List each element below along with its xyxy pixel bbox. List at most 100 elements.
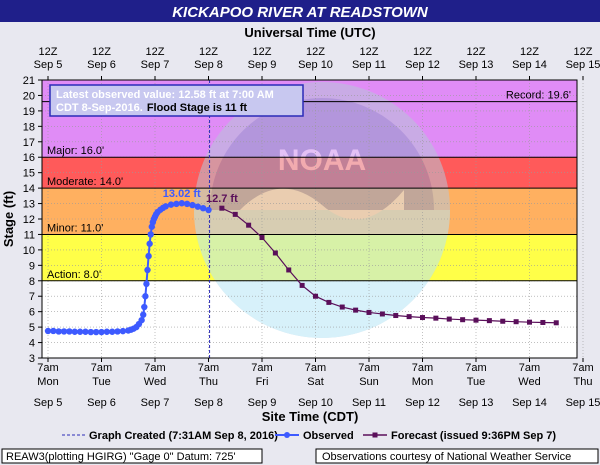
bottom-tick-label-date: Sep 5	[34, 397, 63, 409]
top-tick-label-time: 12Z	[467, 46, 486, 58]
observed-point	[189, 201, 196, 209]
observed-point	[66, 328, 73, 335]
bottom-tick-label-day: Sat	[307, 376, 324, 388]
observed-point	[119, 327, 127, 335]
footer-courtesy: Observations courtesy of National Weathe…	[322, 451, 571, 463]
y-tick-label: 5	[29, 322, 35, 334]
observed-point	[144, 266, 151, 274]
forecast-point	[527, 319, 532, 325]
title-bar	[0, 0, 600, 22]
observed-point	[205, 206, 212, 214]
top-tick-label-time: 12Z	[413, 46, 432, 58]
observed-point	[109, 328, 116, 335]
top-tick-label-date: Sep 7	[141, 59, 170, 71]
observed-point	[55, 328, 62, 335]
bottom-tick-label-time: 7am	[412, 362, 433, 374]
y-tick-label: 13	[23, 199, 35, 211]
forecast-point	[232, 211, 238, 217]
plot-area: NOAA Record: 19.6' Major: 16.0' Moderate: …	[41, 79, 584, 359]
forecast-point	[553, 320, 559, 326]
observed-point	[183, 200, 191, 208]
data-series: 13.02 ft 12.7 ft	[44, 188, 559, 336]
observed-peak-label: 13.02 ft	[163, 188, 201, 200]
observed-point	[162, 203, 169, 210]
forecast-peak-label: 12.7 ft	[206, 193, 238, 205]
bottom-tick-label-time: 7am	[91, 362, 112, 374]
y-tick-label: 6	[29, 307, 35, 319]
bottom-tick-label-day: Mon	[412, 376, 433, 388]
y-tick-label: 12	[23, 214, 35, 226]
top-axis-title: Universal Time (UTC)	[244, 25, 375, 40]
y-tick-label: 4	[29, 338, 35, 350]
bottom-tick-label-date: Sep 8	[194, 397, 223, 409]
watermark-bird	[240, 188, 404, 220]
observed-point	[76, 328, 84, 335]
observed-point	[114, 328, 121, 335]
observed-point	[87, 328, 95, 336]
forecast-point	[406, 314, 412, 320]
y-tick-label: 3	[29, 353, 35, 365]
bottom-tick-label-date: Sep 14	[512, 397, 547, 409]
latest-observation-box: Latest observed value: 12.58 ft at 7:00 …	[49, 84, 304, 117]
y-tick-label: 8	[29, 276, 35, 288]
observed-point	[82, 328, 89, 335]
observed-point	[71, 328, 78, 335]
observed-point	[138, 316, 145, 324]
y-tick-label: 21	[23, 75, 35, 87]
top-tick-label-date: Sep 6	[87, 59, 116, 71]
observed-point	[98, 328, 105, 336]
y-tick-label: 18	[23, 121, 35, 133]
y-tick-label: 10	[23, 245, 35, 257]
observed-point	[142, 293, 149, 300]
bottom-tick-label-time: 7am	[465, 362, 486, 374]
observed-point	[60, 328, 68, 335]
forecast-point	[420, 315, 425, 321]
bottom-tick-label-day: Mon	[37, 376, 58, 388]
top-tick-label-time: 12Z	[92, 46, 111, 58]
bottom-tick-label-day: Fri	[256, 376, 269, 388]
bottom-tick-label-date: Sep 6	[87, 397, 116, 409]
bottom-tick-label-day: Sun	[359, 376, 379, 388]
bottom-tick-label-time: 7am	[519, 362, 540, 374]
info-line-2-flood-stage: Flood Stage is 11 ft	[147, 102, 248, 114]
bottom-tick-label-date: Sep 11	[352, 397, 386, 409]
y-tick-label: 14	[23, 183, 35, 195]
y-tick-label: 7	[29, 291, 35, 303]
band-label-moderate: Moderate: 14.0'	[47, 176, 123, 188]
forecast-point	[486, 318, 492, 324]
top-tick-label-date: Sep 12	[405, 59, 440, 71]
forecast-point	[366, 309, 372, 315]
footer-gauge-info: REAW3(plotting HGIRG) "Gage 0" Datum: 72…	[6, 451, 236, 463]
forecast-point	[339, 304, 345, 310]
top-tick-label-time: 12Z	[360, 46, 379, 58]
footer-gauge-info-box	[1, 448, 263, 464]
top-tick-label-date: Sep 5	[34, 59, 63, 71]
bottom-tick-label-date: Sep 9	[248, 397, 277, 409]
top-tick-label-date: Sep 13	[459, 59, 494, 71]
y-tick-label: 17	[23, 137, 35, 149]
top-tick-label-time: 12Z	[253, 46, 272, 58]
forecast-point	[313, 293, 318, 299]
bottom-tick-label-time: 7am	[198, 362, 219, 374]
forecast-point	[326, 299, 332, 305]
observed-point	[194, 203, 201, 210]
legend-forecast-marker	[372, 432, 378, 438]
chart-title: KICKAPOO RIVER AT READSTOWN	[172, 4, 429, 21]
bottom-tick-label-date: Sep 15	[566, 397, 600, 409]
bottom-tick-label-date: Sep 13	[459, 397, 494, 409]
watermark-noaa-text: NOAA	[278, 144, 366, 177]
y-tick-label: 20	[23, 90, 35, 102]
forecast-point	[246, 222, 252, 228]
top-tick-label-date: Sep 15	[566, 59, 600, 71]
observed-point	[103, 328, 111, 335]
legend-observed-marker	[284, 432, 290, 438]
forecast-point	[393, 313, 399, 319]
forecast-point	[219, 205, 225, 211]
bottom-tick-label-day: Tue	[467, 376, 486, 388]
bottom-tick-label-time: 7am	[251, 362, 272, 374]
forecast-point	[259, 235, 265, 241]
forecast-point	[473, 317, 479, 323]
bottom-tick-label-day: Wed	[518, 376, 540, 388]
